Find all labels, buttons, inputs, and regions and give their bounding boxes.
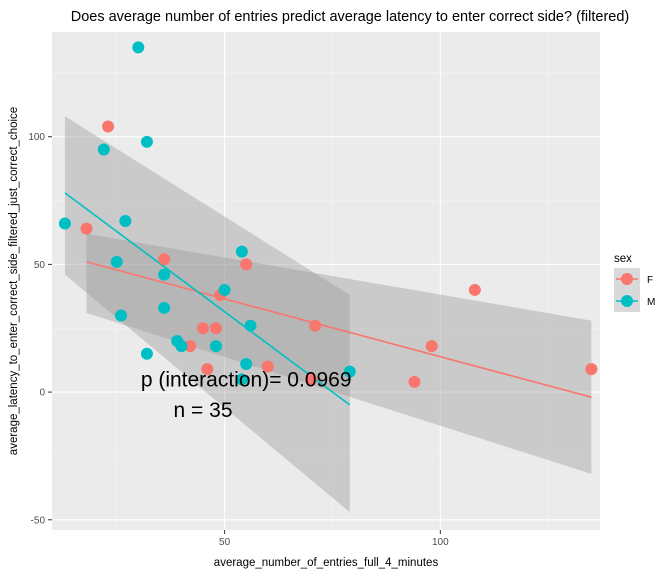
- data-point-m: [175, 340, 188, 353]
- chart-title: Does average number of entries predict a…: [71, 9, 630, 25]
- ci-band-f: [86, 233, 592, 474]
- plot-panel: [52, 32, 600, 530]
- data-point-f: [468, 283, 481, 296]
- data-point-m: [132, 41, 145, 54]
- data-point-f: [158, 253, 171, 266]
- data-point-f: [585, 363, 598, 376]
- data-point-f: [197, 322, 210, 335]
- y-tick-label: 50: [34, 260, 46, 271]
- y-axis-title: average_latency_to_enter_correct_side_fi…: [8, 107, 20, 455]
- grid-minor: [52, 32, 600, 530]
- data-point-m: [115, 309, 128, 322]
- data-point-m: [209, 340, 222, 353]
- fit-line-f: [86, 261, 592, 398]
- data-point-m: [158, 268, 171, 281]
- x-tick-label: 50: [219, 537, 231, 548]
- data-point-m: [343, 365, 356, 378]
- ci-band-m: [64, 116, 350, 513]
- data-point-m: [235, 245, 248, 258]
- data-point-f: [80, 222, 93, 235]
- legend: sex F M: [614, 253, 655, 312]
- data-points: [58, 41, 598, 388]
- data-point-f: [102, 120, 115, 133]
- data-point-m: [58, 217, 71, 230]
- data-point-f: [240, 258, 253, 271]
- y-tick-label: -50: [31, 515, 46, 526]
- data-point-f: [408, 375, 421, 388]
- grid-major: [52, 32, 600, 530]
- legend-title: sex: [614, 253, 632, 265]
- fit-lines: [64, 192, 592, 406]
- x-axis-ticks: 50 100: [219, 530, 449, 548]
- data-point-m: [235, 373, 248, 386]
- y-tick-label: 0: [39, 388, 45, 399]
- annotation-p-interaction: p (interaction)= 0.0969: [141, 368, 352, 391]
- annotation-n: n = 35: [174, 399, 233, 422]
- data-point-m: [218, 283, 231, 296]
- legend-key-m-dot: [621, 295, 633, 307]
- data-point-f: [209, 322, 222, 335]
- data-point-f: [304, 373, 317, 386]
- data-point-f: [184, 340, 197, 353]
- data-point-f: [261, 360, 274, 373]
- data-point-m: [244, 319, 257, 332]
- confidence-bands: [64, 116, 592, 513]
- data-point-f: [201, 363, 214, 376]
- y-axis-ticks: -50 0 50 100: [28, 132, 52, 526]
- fit-line-m: [64, 192, 351, 406]
- data-point-m: [158, 301, 171, 314]
- x-tick-label: 100: [432, 537, 449, 548]
- legend-label-m: M: [647, 297, 655, 308]
- data-point-m: [119, 214, 132, 227]
- data-point-m: [140, 347, 153, 360]
- legend-key-f-dot: [621, 273, 633, 285]
- data-point-m: [140, 135, 153, 148]
- data-point-m: [240, 358, 253, 370]
- legend-label-f: F: [647, 275, 653, 286]
- data-point-m: [97, 143, 110, 156]
- data-point-f: [425, 340, 438, 353]
- y-tick-label: 100: [28, 132, 45, 143]
- x-axis-title: average_number_of_entries_full_4_minutes: [214, 557, 439, 569]
- data-point-m: [110, 255, 123, 268]
- data-point-f: [309, 319, 322, 332]
